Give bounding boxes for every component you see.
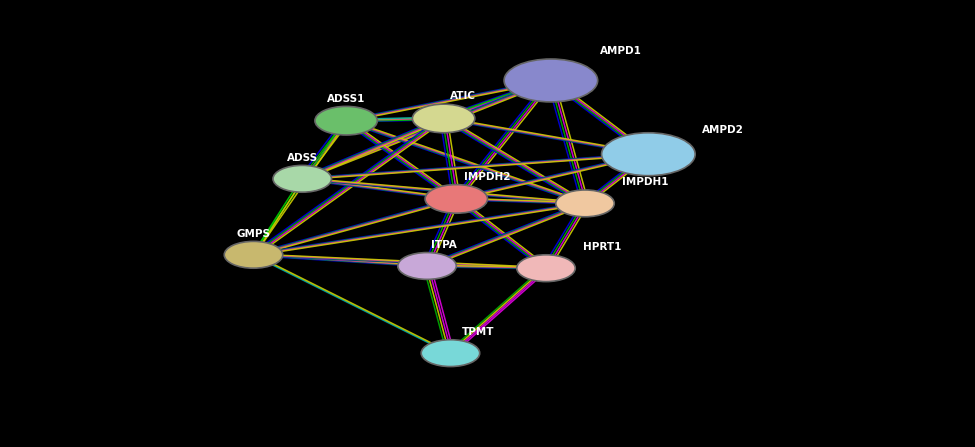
Text: ADSS: ADSS	[287, 153, 318, 163]
Circle shape	[602, 133, 695, 176]
Circle shape	[224, 241, 283, 268]
Circle shape	[556, 190, 614, 217]
Text: GMPS: GMPS	[237, 229, 270, 239]
Text: ATIC: ATIC	[450, 92, 476, 101]
Circle shape	[315, 106, 377, 135]
Circle shape	[412, 104, 475, 133]
Circle shape	[517, 255, 575, 282]
Circle shape	[504, 59, 598, 102]
Text: TPMT: TPMT	[461, 327, 494, 337]
Text: AMPD2: AMPD2	[702, 125, 744, 135]
Circle shape	[273, 165, 332, 192]
Circle shape	[398, 253, 456, 279]
Circle shape	[425, 185, 488, 213]
Text: AMPD1: AMPD1	[600, 46, 642, 56]
Circle shape	[421, 340, 480, 367]
Text: ADSS1: ADSS1	[327, 94, 366, 104]
Text: IMPDH2: IMPDH2	[464, 172, 511, 182]
Text: ITPA: ITPA	[431, 240, 456, 250]
Text: HPRT1: HPRT1	[583, 242, 621, 252]
Text: IMPDH1: IMPDH1	[622, 177, 669, 187]
